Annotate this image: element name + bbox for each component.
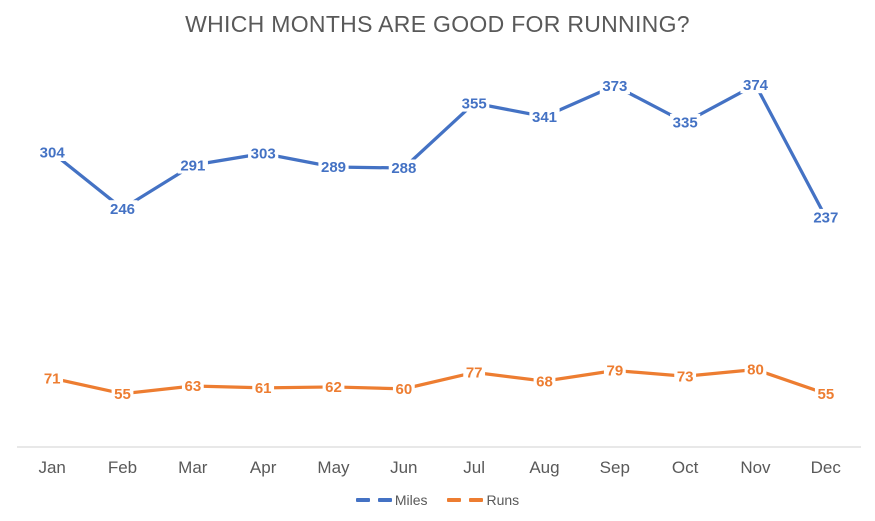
data-label-runs: 77 bbox=[466, 365, 483, 382]
data-label-miles: 304 bbox=[40, 145, 66, 162]
data-label-miles: 288 bbox=[391, 160, 416, 177]
data-label-mask bbox=[810, 208, 841, 226]
miles-line-marker-icon bbox=[355, 498, 370, 502]
data-label-mask bbox=[248, 144, 279, 162]
x-axis-labels: Jan Feb Mar Apr May Jun Jul Aug Sep Oct … bbox=[17, 458, 861, 478]
data-label-mask bbox=[181, 377, 204, 395]
x-axis-label: Nov bbox=[740, 458, 771, 477]
data-label-mask bbox=[318, 158, 349, 176]
series-line-runs bbox=[50, 367, 828, 396]
x-axis-label: May bbox=[317, 458, 350, 477]
data-label-mask bbox=[392, 380, 415, 398]
data-label-runs: 62 bbox=[325, 379, 342, 396]
data-label-mask bbox=[459, 94, 490, 112]
data-label-miles: 373 bbox=[602, 78, 627, 95]
data-label-miles: 374 bbox=[743, 77, 769, 94]
data-label-mask bbox=[111, 385, 134, 403]
legend-item-runs[interactable]: Runs bbox=[447, 492, 519, 508]
data-label-mask bbox=[107, 200, 138, 218]
x-axis-label: Feb bbox=[107, 458, 138, 477]
data-label-runs: 60 bbox=[395, 381, 412, 398]
data-label-runs: 79 bbox=[606, 363, 623, 380]
data-label-miles: 303 bbox=[251, 146, 276, 163]
data-label-mask bbox=[322, 378, 345, 396]
data-label-runs: 73 bbox=[677, 368, 694, 385]
data-label-runs: 80 bbox=[747, 362, 764, 379]
data-label-miles: 341 bbox=[532, 109, 557, 126]
data-label-mask bbox=[388, 159, 419, 177]
data-label-runs: 55 bbox=[817, 386, 834, 403]
data-label-miles: 291 bbox=[180, 157, 205, 174]
data-label-mask bbox=[41, 369, 64, 387]
data-label-miles: 246 bbox=[110, 201, 135, 218]
data-label-runs: 68 bbox=[536, 373, 553, 390]
data-label-miles: 237 bbox=[813, 210, 838, 227]
x-axis-label: Aug bbox=[529, 458, 560, 477]
data-label-mask bbox=[670, 113, 701, 131]
data-label-runs: 71 bbox=[44, 370, 61, 387]
data-label-mask bbox=[674, 367, 697, 385]
x-axis-label: Dec bbox=[810, 458, 841, 477]
data-label-mask bbox=[252, 379, 275, 397]
chart-title: WHICH MONTHS ARE GOOD FOR RUNNING? bbox=[185, 11, 690, 37]
data-label-mask bbox=[463, 363, 486, 381]
data-label-miles: 355 bbox=[462, 95, 487, 112]
data-label-mask bbox=[744, 361, 767, 378]
data-label-miles: 289 bbox=[321, 159, 346, 176]
legend-item-miles[interactable]: Miles bbox=[355, 492, 428, 508]
data-label-mask bbox=[814, 385, 837, 403]
runs-line-marker-icon bbox=[469, 498, 484, 502]
data-label-mask bbox=[37, 144, 68, 161]
data-label-mask bbox=[529, 108, 560, 126]
x-axis-label: Apr bbox=[249, 458, 277, 477]
x-axis-label: Jun bbox=[390, 458, 418, 477]
miles-line-marker-icon bbox=[377, 498, 392, 502]
x-axis-label: Sep bbox=[599, 458, 630, 477]
data-label-miles: 335 bbox=[673, 115, 698, 132]
x-axis-label: Jan bbox=[38, 458, 66, 477]
data-label-mask bbox=[740, 76, 771, 94]
runs-line-marker-icon bbox=[447, 498, 462, 502]
legend: Miles Runs bbox=[0, 492, 875, 508]
data-label-runs: 63 bbox=[184, 378, 201, 395]
x-axis-label: Mar bbox=[178, 458, 208, 477]
data-label-runs: 61 bbox=[255, 380, 272, 397]
x-axis-label: Jul bbox=[463, 458, 485, 477]
data-label-mask bbox=[533, 372, 556, 390]
data-label-mask bbox=[603, 361, 626, 379]
legend-label-runs: Runs bbox=[486, 492, 520, 508]
data-label-runs: 55 bbox=[114, 386, 131, 403]
data-label-mask bbox=[177, 156, 208, 174]
data-label-mask bbox=[599, 77, 630, 95]
series-line-miles bbox=[50, 83, 828, 220]
x-axis-label: Oct bbox=[671, 458, 699, 477]
legend-label-miles: Miles bbox=[394, 492, 428, 508]
